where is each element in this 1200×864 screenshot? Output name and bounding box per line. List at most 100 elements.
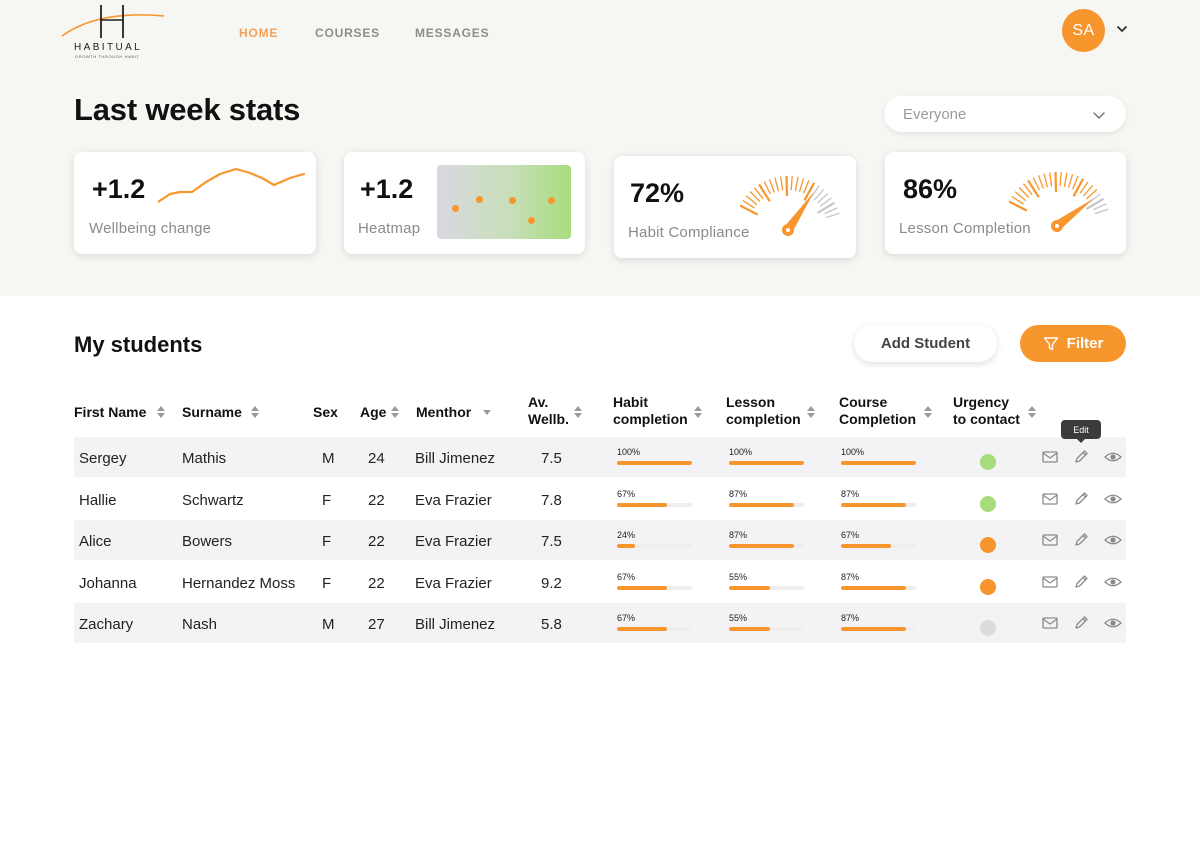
column-header[interactable]: Course Completion — [839, 394, 916, 428]
progress-fill — [617, 585, 668, 590]
gauge-tick — [768, 179, 775, 193]
course-progress: 100% — [841, 447, 916, 467]
progress-label: 100% — [841, 447, 865, 457]
add-student-button[interactable]: Add Student — [854, 325, 997, 362]
audience-select-value: Everyone — [903, 106, 967, 123]
user-avatar[interactable]: SA — [1062, 9, 1105, 52]
course-progress: 67% — [841, 530, 916, 550]
stat-label: Heatmap — [358, 220, 421, 237]
mail-icon[interactable] — [1041, 573, 1059, 591]
mail-icon[interactable] — [1041, 614, 1059, 632]
eye-icon[interactable] — [1104, 448, 1122, 466]
column-header[interactable]: Av. Wellb. — [528, 394, 569, 428]
heatmap-chart — [437, 165, 571, 239]
urgency-indicator — [980, 620, 996, 637]
column-header[interactable]: Menthor — [416, 404, 471, 421]
column-header[interactable]: Lesson completion — [726, 394, 801, 428]
column-header-label: First Name — [74, 404, 147, 420]
gauge-chart — [1009, 171, 1109, 232]
heatmap-point — [528, 217, 535, 224]
eye-icon[interactable] — [1104, 490, 1122, 508]
stat-card-heatmap[interactable]: +1.2 Heatmap — [344, 152, 585, 254]
table-row[interactable]: Hallie Schwartz F 22 Eva Frazier 7.8 67% 87% 87% — [74, 479, 1126, 519]
stat-card-wellbeing[interactable]: +1.2 Wellbeing change — [74, 152, 316, 254]
audience-select[interactable]: Everyone — [884, 96, 1126, 132]
nav-messages[interactable]: MESSAGES — [415, 26, 490, 40]
sort-desc-icon[interactable] — [482, 405, 492, 419]
cell-mentor: Eva Frazier — [415, 574, 492, 592]
progress-label: 87% — [841, 613, 860, 624]
column-header[interactable]: Age — [360, 404, 386, 421]
lesson-progress: 87% — [729, 489, 804, 509]
course-progress: 87% — [841, 489, 916, 509]
sort-icon[interactable] — [693, 405, 703, 419]
gauge-hub-center — [1055, 224, 1059, 228]
sort-icon[interactable] — [806, 405, 816, 419]
edit-icon[interactable] — [1072, 531, 1090, 549]
urgency-indicator — [980, 454, 996, 470]
gauge-needle — [1054, 198, 1094, 230]
sort-icon[interactable] — [156, 405, 166, 419]
column-header[interactable]: Surname — [182, 404, 242, 421]
column-header[interactable]: Habit completion — [613, 394, 688, 428]
habit-progress: 100% — [617, 447, 692, 467]
eye-icon[interactable] — [1104, 573, 1122, 591]
table-row[interactable]: Johanna Hernandez Moss F 22 Eva Frazier 9.2 67… — [74, 562, 1126, 602]
nav-home[interactable]: HOME — [239, 26, 279, 40]
eye-icon[interactable] — [1104, 614, 1122, 632]
table-row[interactable]: Zachary Nash M 27 Bill Jimenez 5.8 67% 55% 87% — [74, 603, 1126, 644]
gauge-tick — [1037, 175, 1044, 189]
gauge-tick — [785, 175, 789, 197]
eye-icon[interactable] — [1104, 531, 1122, 549]
progress-fill — [617, 627, 668, 632]
gauge-tick — [753, 187, 764, 200]
lesson-progress: 55% — [729, 613, 804, 633]
chevron-down-icon[interactable] — [1115, 22, 1129, 36]
edit-icon[interactable] — [1072, 614, 1090, 632]
stat-value: 86% — [903, 174, 958, 204]
logo-wordmark: HABITUAL — [74, 42, 143, 53]
sort-icon[interactable] — [923, 405, 933, 419]
stat-value: +1.2 — [92, 174, 146, 204]
edit-icon[interactable] — [1072, 448, 1090, 466]
gauge-tick — [1043, 173, 1049, 188]
progress-label: 67% — [617, 613, 636, 624]
sort-icon[interactable] — [390, 405, 400, 419]
column-header-label: Av. — [528, 394, 549, 410]
filter-button[interactable]: Filter — [1020, 325, 1126, 362]
progress-fill — [617, 544, 635, 549]
habitual-logo[interactable]: HABITUAL GROWTH THROUGH HABIT — [58, 2, 168, 62]
heatmap-point — [509, 197, 516, 204]
gauge-tick — [1072, 178, 1085, 197]
progress-track — [841, 544, 916, 549]
column-header-label: Completion — [839, 411, 916, 427]
nav-courses[interactable]: COURSES — [315, 26, 380, 40]
stat-card-lesson-completion[interactable]: 86% Lesson Completion — [885, 152, 1126, 254]
progress-fill — [841, 544, 892, 549]
gauge-hub-center — [786, 228, 790, 232]
mail-icon[interactable] — [1041, 490, 1059, 508]
column-header[interactable]: First Name — [74, 404, 146, 421]
mail-icon[interactable] — [1041, 448, 1059, 466]
column-header[interactable]: Urgency to contact — [953, 394, 1020, 428]
column-header[interactable]: Sex — [313, 404, 338, 421]
edit-icon[interactable] — [1072, 573, 1090, 591]
gauge-tick — [1018, 187, 1030, 198]
sort-icon[interactable] — [1027, 405, 1037, 419]
stat-card-habit-compliance[interactable]: 72% Habit Compliance — [614, 156, 856, 258]
mail-icon[interactable] — [1041, 531, 1059, 549]
sort-icon[interactable] — [250, 405, 260, 419]
gauge-tick — [803, 182, 816, 201]
sort-icon[interactable] — [573, 405, 583, 419]
column-header-label: completion — [613, 411, 688, 427]
gauge-tick — [749, 191, 761, 202]
students-title: My students — [74, 332, 203, 357]
cell-surname: Schwartz — [182, 491, 244, 509]
table-row[interactable]: Sergey Mathis M 24 Bill Jimenez 7.5 100% 100% 10… — [74, 437, 1126, 477]
progress-track — [617, 544, 692, 549]
table-row[interactable]: Alice Bowers F 22 Eva Frazier 7.5 24% 87% 67% — [74, 520, 1126, 561]
gauge-tick — [1067, 174, 1074, 188]
edit-icon[interactable] — [1072, 490, 1090, 508]
gauge-tick — [1009, 200, 1028, 212]
filter-button-label: Filter — [1066, 335, 1104, 352]
